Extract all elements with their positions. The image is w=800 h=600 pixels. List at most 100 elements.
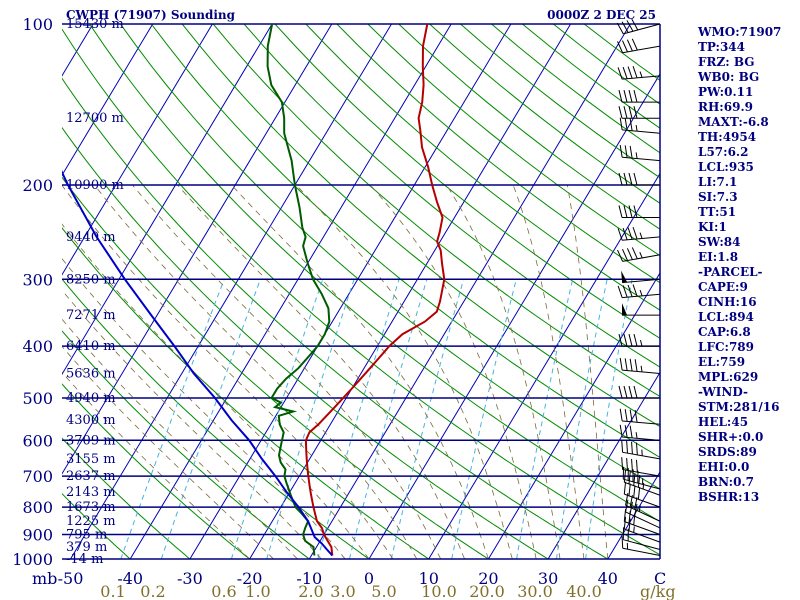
temperature-tick-label: -50 [58, 569, 84, 588]
index-24: -WIND- [698, 385, 748, 399]
wind-barb-feather [633, 106, 638, 119]
wind-barb-feather [623, 333, 628, 347]
index-9: LCL:935 [698, 160, 754, 174]
mixing-ratio-line [516, 279, 574, 559]
height-label: 6410 m [66, 339, 116, 354]
wind-barb-feather [628, 172, 633, 186]
pressure-tick-label: 100 [22, 15, 53, 34]
wind-barb [619, 408, 661, 425]
wind-barb-feather [619, 357, 623, 371]
dry-adiabat-line [274, 24, 660, 339]
wind-barb-feather [616, 22, 624, 35]
chart-time: 0000Z 2 DEC 25 [547, 8, 656, 22]
wind-barb-half-feather [635, 152, 638, 159]
wind-barb-feather [618, 385, 623, 399]
pressure-tick-label: 400 [22, 337, 53, 356]
wind-barb-staff [622, 293, 661, 299]
index-0: WMO:71907 [697, 25, 781, 39]
moist-adiabat-line [567, 185, 609, 559]
wind-barb-feather [629, 358, 633, 372]
wind-barb [621, 439, 661, 460]
temperature-unit-label: C [654, 569, 666, 588]
pressure-tick-label: 300 [22, 270, 53, 289]
dry-adiabat-line [336, 24, 660, 284]
moist-adiabat-line [62, 258, 346, 559]
wind-barb [621, 270, 661, 284]
wind-barb-half-feather [639, 232, 643, 239]
dry-adiabat-line [212, 24, 660, 398]
wind-barb-feather [633, 172, 638, 186]
wind-barb-feather [632, 227, 638, 240]
wind-barb-feather [617, 249, 624, 262]
index-21: LFC:789 [698, 340, 754, 354]
wind-barb-feather [623, 385, 628, 399]
wind-barb-feather [619, 144, 623, 158]
wind-barb-feather [617, 228, 623, 241]
parcel-trace [62, 170, 334, 557]
dry-adiabat-line [181, 24, 660, 428]
wind-barb-feather [621, 535, 624, 549]
wind-barb-feather [633, 485, 636, 498]
temperature-tick-label: 20 [478, 569, 498, 588]
wind-barb-feather [628, 483, 631, 496]
wind-barb [623, 516, 661, 543]
wind-barb-feather [624, 145, 628, 158]
mixing-ratio-line [348, 279, 428, 559]
isotherm-line [249, 24, 572, 559]
wind-barb-feather [633, 90, 638, 103]
wind-barb-feather [623, 90, 628, 103]
height-label: 4940 m [66, 391, 116, 406]
mixing-ratio-line [160, 279, 261, 559]
moist-adiabat-line [62, 184, 394, 559]
height-label: 3155 m [66, 452, 116, 467]
wind-barb-feather [634, 409, 638, 423]
wind-barb-feather [633, 333, 638, 347]
wind-barb [621, 457, 661, 477]
wind-barb-feather [627, 66, 633, 79]
dry-adiabat-line [62, 330, 310, 559]
wind-barb-staff [624, 481, 661, 496]
pressure-tick-label: 700 [22, 467, 53, 486]
wind-barb-feather [633, 473, 636, 486]
wind-barb [617, 284, 661, 299]
wind-barb-feather [629, 118, 633, 131]
wind-barb-feather [621, 457, 624, 470]
mixing-ratio-line [585, 279, 633, 559]
height-label: 2143 m [66, 485, 116, 500]
mixing-ratio-line [556, 279, 608, 559]
wind-barb-staff [622, 254, 661, 262]
wind-barb-feather [637, 486, 641, 500]
wind-barb-feather [626, 458, 629, 471]
dry-adiabat-line [62, 383, 250, 559]
wind-barb [618, 172, 660, 186]
isotherm-line [70, 24, 392, 559]
index-23: MPL:629 [698, 370, 758, 384]
wind-barb-feather [624, 118, 628, 131]
moist-adiabat-line [62, 371, 250, 559]
wind-barb-feather [622, 285, 628, 298]
wind-barb-feather [631, 458, 633, 472]
wind-barb [617, 38, 661, 54]
wind-barb-half-feather [640, 365, 643, 372]
wind-barb-feather [635, 459, 638, 473]
index-3: WB0: BG [697, 70, 759, 84]
dry-adiabat-line [150, 24, 660, 459]
wind-barb-staff [622, 469, 661, 477]
isotherm-line [487, 272, 660, 559]
isotherm-line [428, 172, 660, 559]
wind-barb-feather [632, 65, 638, 79]
isotherm-line [62, 24, 213, 276]
mixing-ratio-line [451, 279, 517, 559]
wind-barb-feather [624, 358, 628, 371]
wind-barb-feather [626, 39, 633, 52]
mixing-ratio-label: 0.2 [140, 582, 165, 600]
wind-barb [617, 247, 661, 262]
wind-barb-staff [624, 528, 661, 543]
wind-barb-feather [629, 145, 633, 159]
wind-barb [621, 535, 661, 556]
wind-barb-feather [631, 247, 638, 259]
wind-barb [617, 227, 661, 241]
wind-barb-staff [625, 504, 661, 522]
wind-barb-feather [628, 385, 633, 399]
height-label: 12700 m [66, 111, 124, 126]
